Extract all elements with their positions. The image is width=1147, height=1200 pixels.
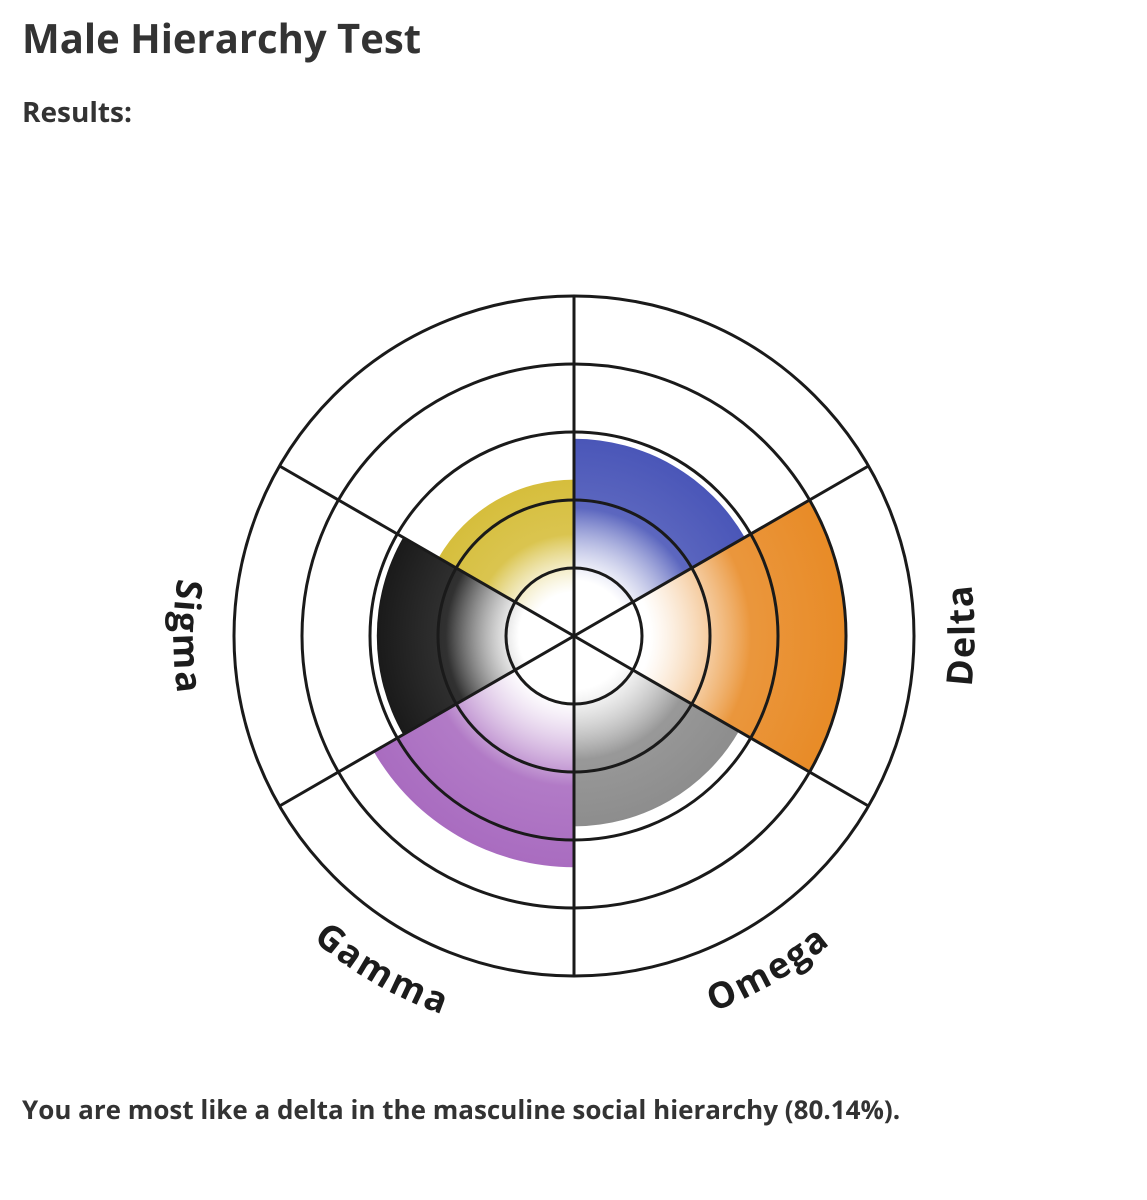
- results-heading: Results:: [22, 93, 1125, 131]
- sector-label-omega: Omega: [698, 914, 836, 1022]
- sector-label-delta: Delta: [933, 584, 985, 688]
- sector-label-sigma: Sigma: [162, 577, 215, 695]
- result-summary: You are most like a delta in the masculi…: [22, 1091, 1125, 1127]
- sector-label-gamma: Gamma: [305, 910, 455, 1024]
- chart-container: BravoDeltaOmegaGammaSigmaAlpha: [22, 161, 1125, 1061]
- page-title: Male Hierarchy Test: [22, 10, 1125, 65]
- page-root: Male Hierarchy Test Results: BravoDeltaO…: [0, 0, 1147, 1157]
- polar-chart: BravoDeltaOmegaGammaSigmaAlpha: [124, 161, 1024, 1061]
